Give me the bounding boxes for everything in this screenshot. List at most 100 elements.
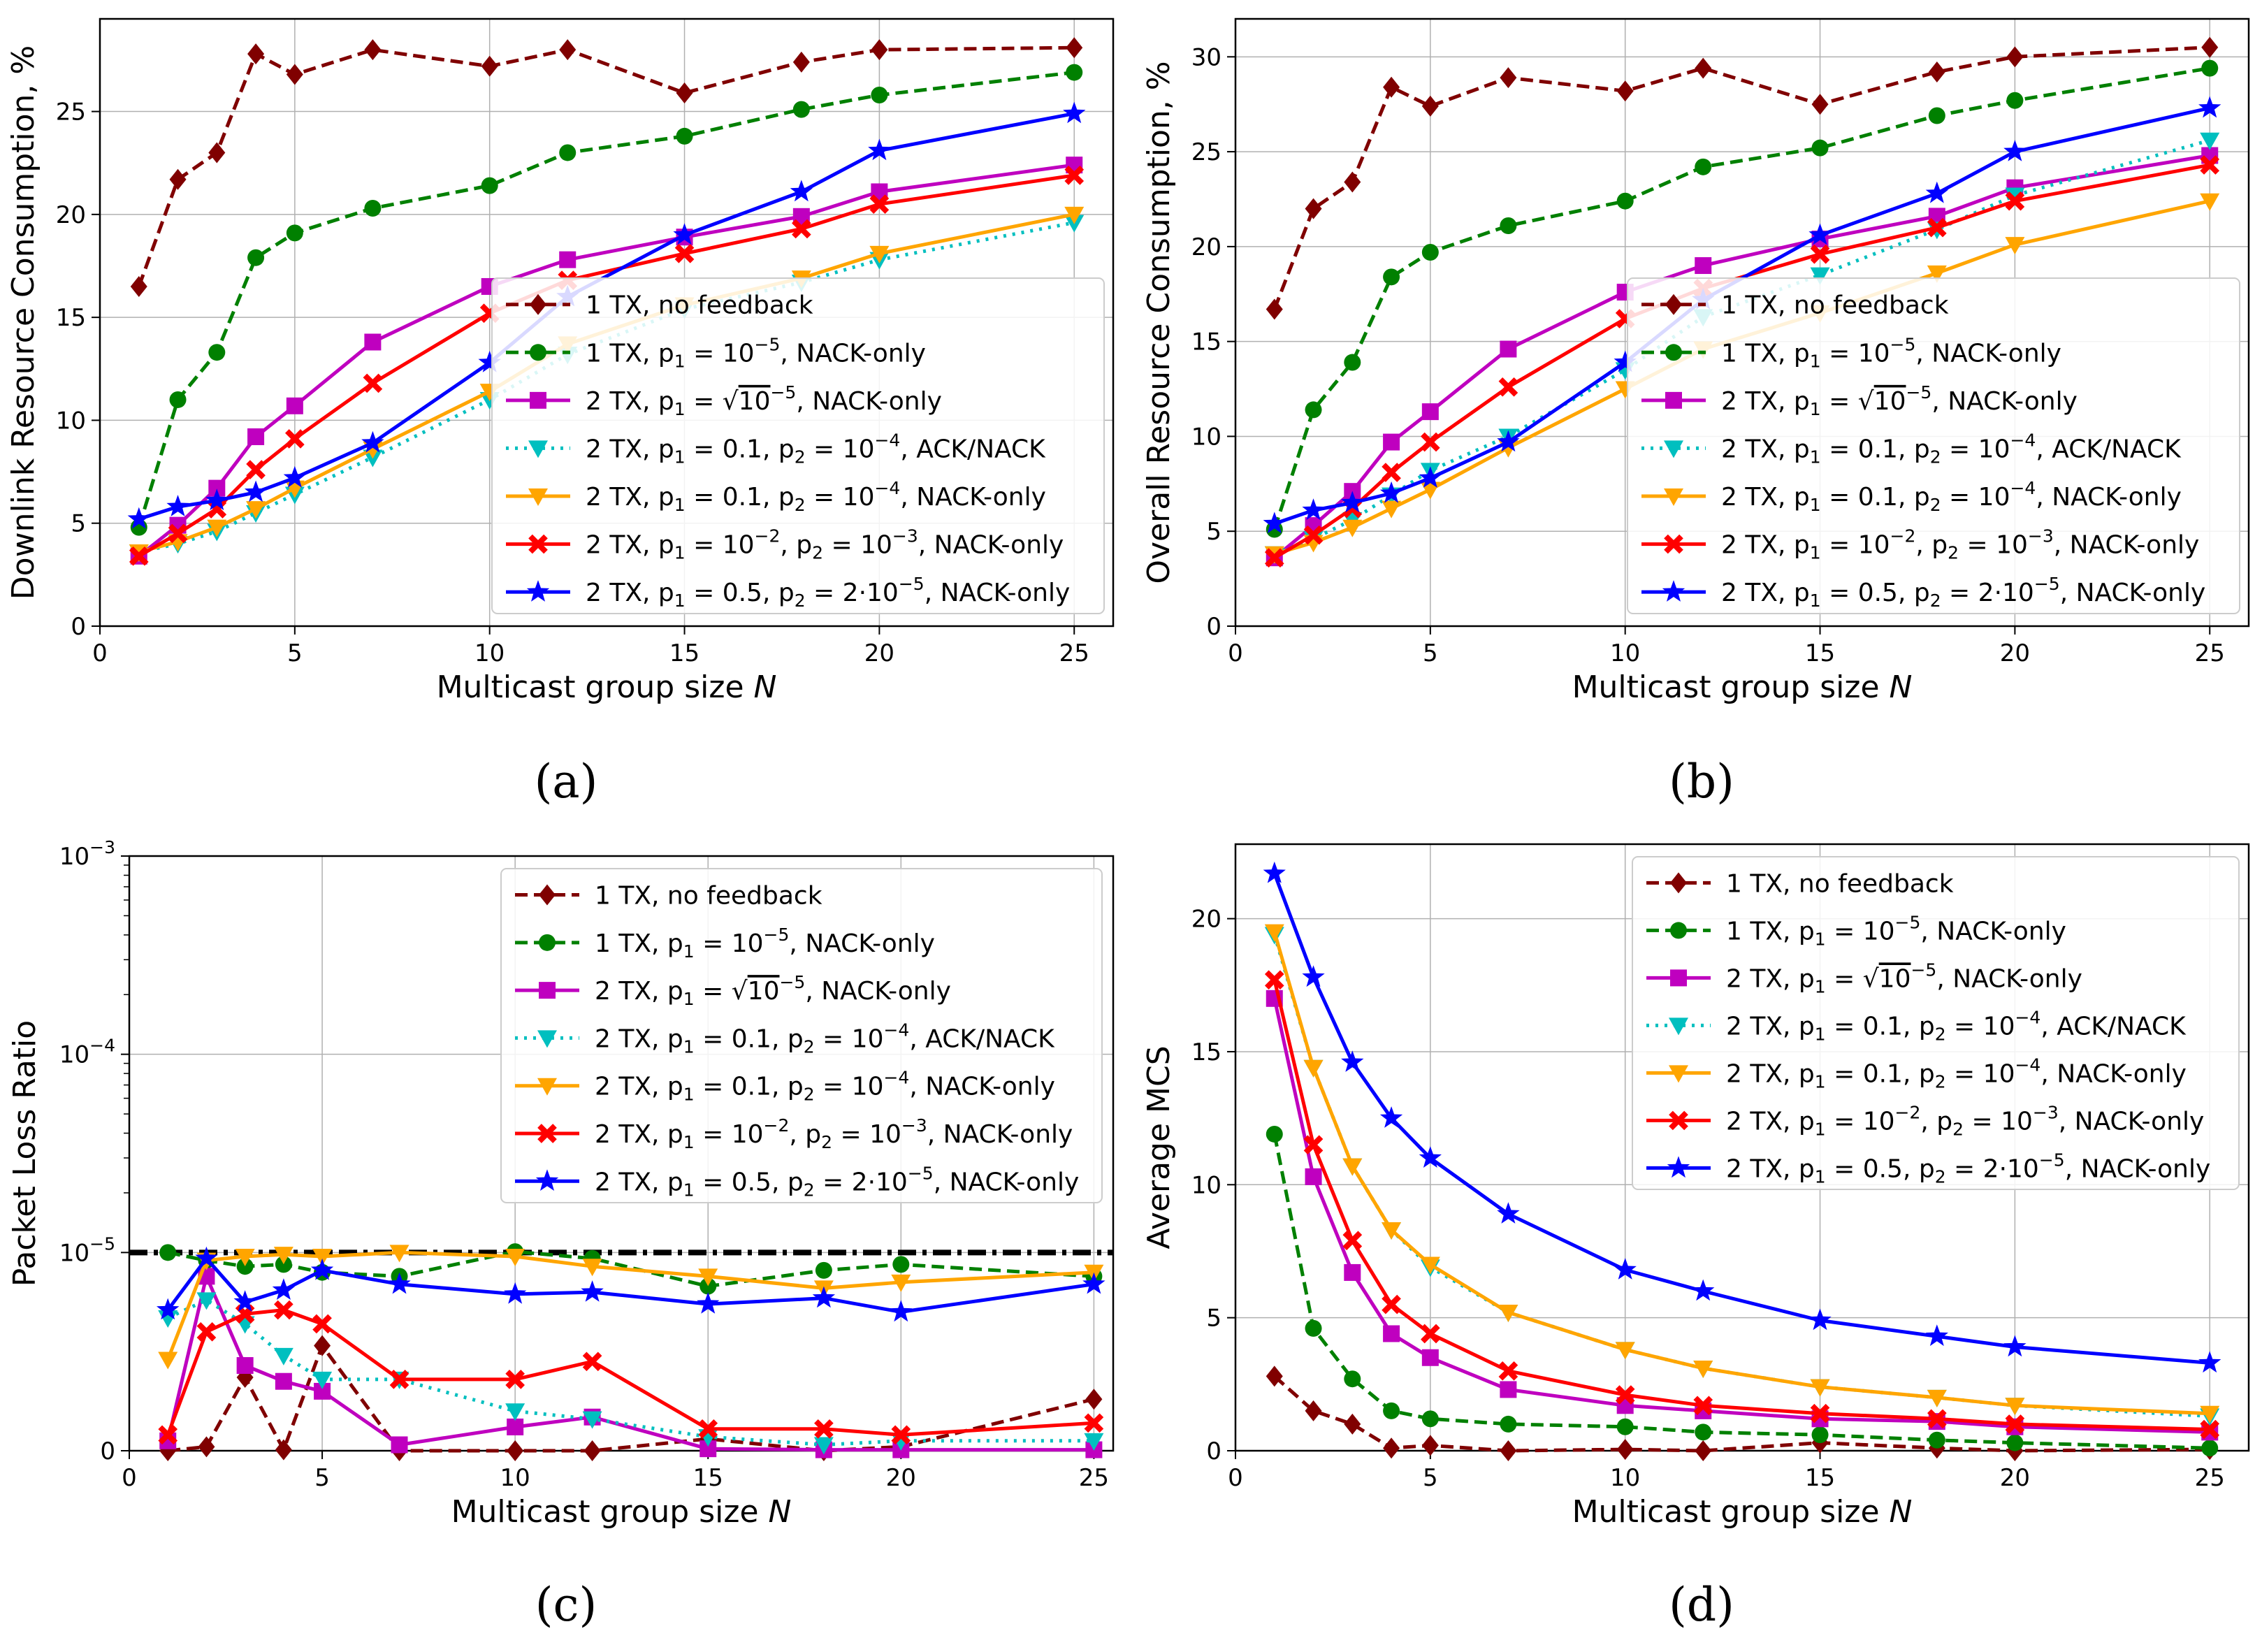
data-point xyxy=(2200,132,2220,150)
data-point xyxy=(2005,191,2025,211)
data-point xyxy=(1341,1050,1364,1072)
legend-b: 1 TX, no feedback 1 TX, p1 = 10−5, NACK-o… xyxy=(1627,277,2240,614)
x-tick-label: 25 xyxy=(1079,1464,1109,1492)
data-point xyxy=(869,245,890,263)
legend-marker-s3 xyxy=(1665,391,1682,409)
x-tick-label: 5 xyxy=(1423,639,1438,667)
legend-label-s3: 2 TX, p1 = √10−5, NACK-only xyxy=(586,382,942,419)
data-point xyxy=(2201,59,2219,77)
data-point xyxy=(2200,1419,2220,1440)
y-tick-label: 10 xyxy=(1191,1171,1221,1199)
series-s1 xyxy=(130,37,1083,297)
data-point xyxy=(507,1418,524,1435)
data-point xyxy=(198,1436,215,1458)
legend-label-s3: 2 TX, p1 = √10−5, NACK-only xyxy=(1726,959,2082,997)
data-point xyxy=(275,1439,292,1461)
data-point xyxy=(2005,1398,2025,1416)
data-point xyxy=(2198,96,2221,118)
series-line-s4 xyxy=(138,221,1075,554)
chart-a: 0 5 10 15 20 25 0 5 10 15 20 25 Multicast group size… xyxy=(6,17,1115,705)
legend-label-s3: 2 TX, p1 = √10−5, NACK-only xyxy=(595,972,951,1009)
data-point xyxy=(1928,1431,1945,1449)
data-point xyxy=(1500,1415,1517,1433)
series-line-s2 xyxy=(137,71,1075,528)
legend-marker-s5 xyxy=(1669,1065,1688,1083)
x-axis-label-a: Multicast group size N xyxy=(437,669,777,705)
x-tick-label: 20 xyxy=(2000,1464,2030,1492)
data-point xyxy=(1811,139,1829,157)
data-point xyxy=(157,1298,180,1320)
x-tick-label: 5 xyxy=(1423,1464,1438,1492)
plot-frame-a xyxy=(99,17,1115,628)
y-tick-label: 5 xyxy=(1206,1305,1221,1333)
legend-label-s4: 2 TX, p1 = 0.1, p2 = 10−4, ACK/NACK xyxy=(1721,430,2182,467)
data-point xyxy=(1303,525,1324,545)
plot-frame-b xyxy=(1234,17,2250,628)
plot-frame-d xyxy=(1234,843,2250,1452)
legend-label-s1: 1 TX, no feedback xyxy=(1721,291,1949,320)
data-point xyxy=(247,249,265,266)
legend-label-s5: 2 TX, p1 = 0.1, p2 = 10−4, NACK-only xyxy=(595,1068,1055,1105)
data-point xyxy=(1342,1231,1363,1251)
data-point xyxy=(1500,1381,1517,1398)
data-point xyxy=(389,1245,409,1263)
y-tick-label: 0 xyxy=(100,1437,115,1465)
data-point xyxy=(236,1357,254,1375)
legend-marker-s3 xyxy=(539,982,556,999)
legend-label-s2: 1 TX, p1 = 10−5, NACK-only xyxy=(1721,334,2061,371)
x-tick-label: 5 xyxy=(287,639,303,667)
legend-box xyxy=(500,868,1103,1203)
data-point xyxy=(1925,1324,1948,1347)
data-point xyxy=(1305,1319,1322,1337)
legend-label-s6: 2 TX, p1 = 10−2, p2 = 10−3, NACK-only xyxy=(1726,1102,2204,1139)
data-point xyxy=(1695,158,1712,175)
y-tick-label: 25 xyxy=(1191,138,1221,166)
x-tick-label: 15 xyxy=(1805,639,1835,667)
x-tick-label: 5 xyxy=(314,1464,330,1492)
data-point xyxy=(1500,1440,1517,1461)
data-point xyxy=(1500,217,1517,235)
legend-marker-s4 xyxy=(1664,440,1683,458)
data-point xyxy=(1498,1305,1518,1323)
y-axis-label-c: Packet Loss Ratio xyxy=(7,1020,43,1287)
legend-marker-s5 xyxy=(528,488,548,506)
plot-frame-c xyxy=(128,855,1115,1452)
series-s6 xyxy=(158,1300,1104,1445)
data-point xyxy=(1421,1349,1439,1366)
y-axis-label-a: Downlink Resource Consumption, % xyxy=(6,45,41,600)
legend-marker-s4 xyxy=(1669,1017,1688,1036)
data-point xyxy=(1811,94,1829,115)
data-point xyxy=(361,430,384,453)
data-point xyxy=(1695,257,1712,275)
series-line-s6 xyxy=(1273,979,2210,1431)
legend-label-s1: 1 TX, no feedback xyxy=(595,882,822,911)
data-point xyxy=(1421,1410,1439,1428)
data-point xyxy=(1810,267,1830,285)
data-point xyxy=(582,1352,602,1372)
data-point xyxy=(312,1371,333,1389)
data-point xyxy=(582,1259,602,1277)
series-line-s3 xyxy=(1273,998,2210,1434)
data-point xyxy=(205,488,229,511)
data-point xyxy=(871,39,888,61)
data-point xyxy=(246,460,266,479)
data-point xyxy=(814,1419,834,1439)
data-point xyxy=(364,333,382,351)
data-point xyxy=(815,1261,832,1279)
y-axis-label-b: Overall Resource Consumption, % xyxy=(1141,61,1177,584)
x-tick-label: 20 xyxy=(2000,639,2030,667)
data-point xyxy=(1082,1272,1105,1294)
data-point xyxy=(790,180,813,202)
series-line-s7 xyxy=(1273,873,2210,1365)
y-tick-label: 10 xyxy=(1191,423,1221,451)
data-point xyxy=(1305,1400,1322,1421)
legend-c: 1 TX, no feedback 1 TX, p1 = 10−5, NACK-o… xyxy=(500,868,1103,1203)
data-point xyxy=(1344,354,1361,371)
data-point xyxy=(1383,433,1400,451)
y-tick-label: 0 xyxy=(1206,613,1221,641)
data-point xyxy=(2200,1405,2220,1423)
data-point xyxy=(2006,92,2024,109)
data-point xyxy=(208,344,226,361)
data-point xyxy=(1064,166,1085,185)
legend-marker-s7 xyxy=(1662,580,1685,602)
